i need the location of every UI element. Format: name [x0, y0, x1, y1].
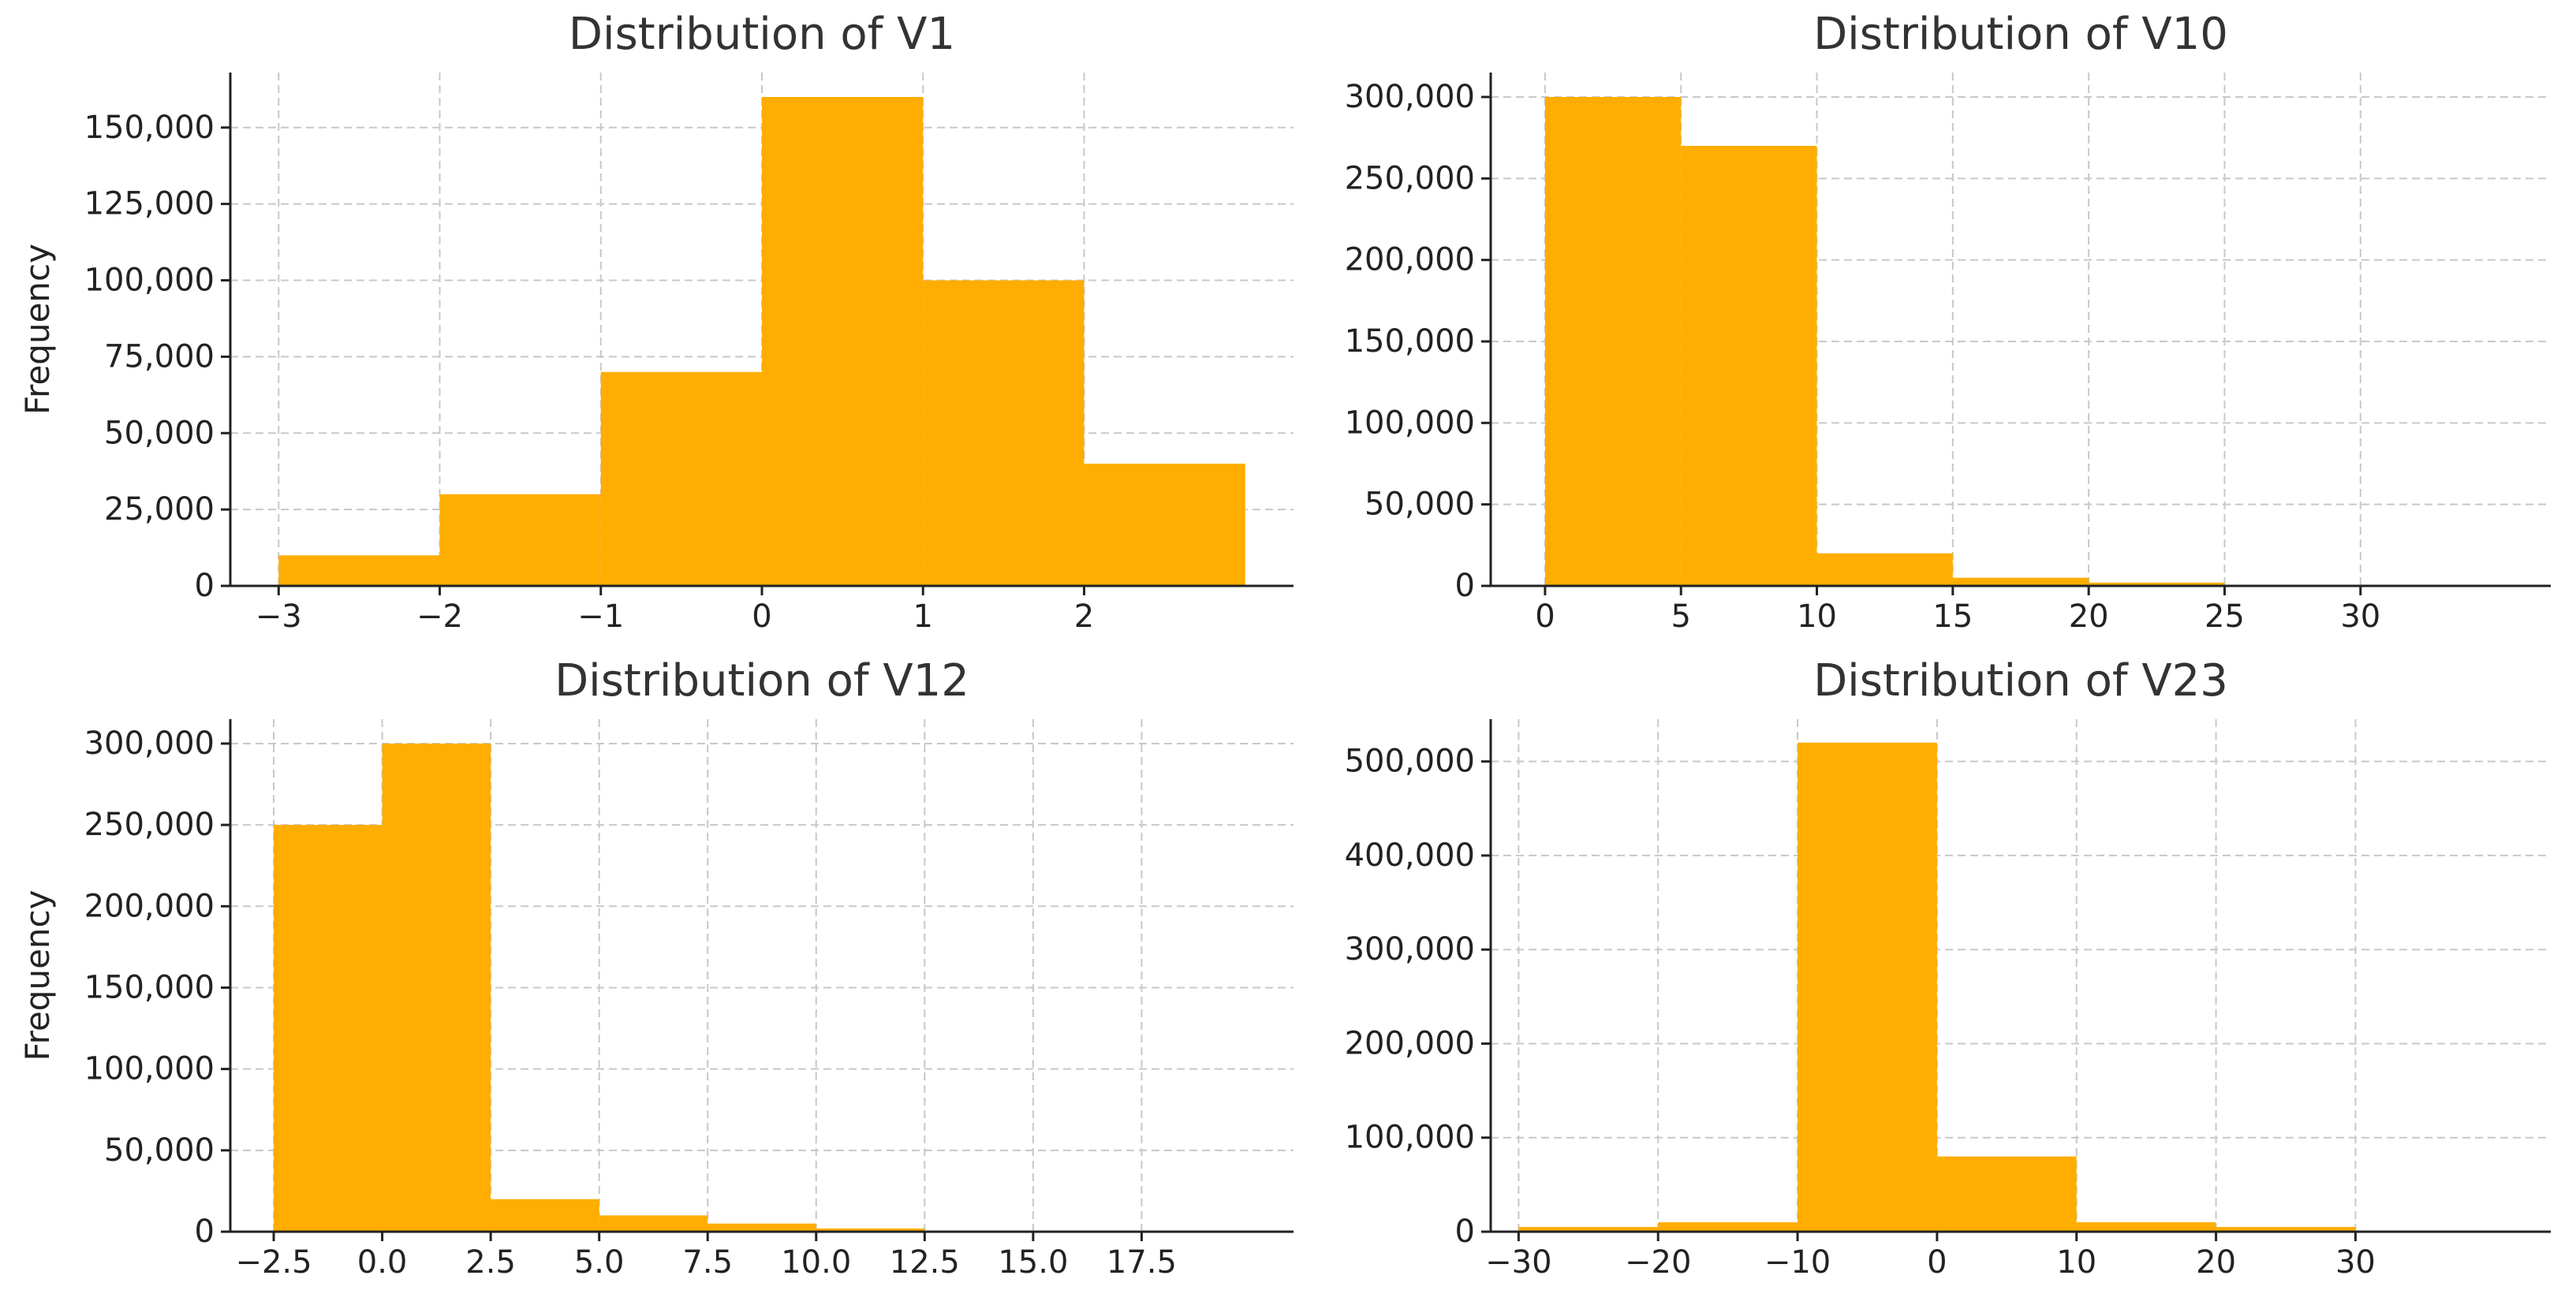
x-tick-label-6: 30: [2335, 1244, 2376, 1281]
chart-title: Distribution of V12: [554, 655, 969, 707]
histogram-bar-4: [923, 280, 1085, 586]
y-tick-label-1: 100,000: [1345, 1120, 1475, 1156]
x-tick-label-0: −3: [256, 599, 302, 635]
histogram-bar-1: [1681, 146, 1817, 586]
x-tick-label-3: 5.0: [574, 1244, 625, 1281]
y-tick-label-3: 300,000: [1345, 931, 1475, 968]
histogram-bar-2: [491, 1199, 599, 1232]
histogram-bar-0: [1544, 97, 1682, 586]
chart-panel-1: 0 25,000 50,000 75,000 100,000 125,000 150,000…: [18, 9, 1294, 635]
x-tick-label-2: 2.5: [465, 1244, 516, 1281]
histogram-bar-5: [1084, 464, 1245, 586]
y-tick-label-6: 300,000: [84, 725, 215, 762]
x-tick-label-0: 0: [1535, 599, 1555, 635]
histogram-bar-2: [600, 371, 762, 586]
y-tick-label-6: 300,000: [1345, 79, 1475, 115]
y-tick-label-3: 75,000: [104, 338, 215, 375]
histogram-bar-3: [599, 1215, 708, 1232]
chart-panel-4: 0 100,000 200,000 300,000 400,000 500,000 −30 −…: [1345, 655, 2551, 1281]
x-tick-label-5: 20: [2196, 1244, 2236, 1281]
x-tick-label-0: −2.5: [235, 1244, 312, 1281]
histogram-bar-3: [762, 97, 924, 586]
x-tick-label-1: 5: [1671, 599, 1691, 635]
y-tick-label-4: 200,000: [84, 888, 215, 924]
y-axis-label: Frequency: [18, 890, 57, 1061]
y-tick-label-0: 0: [1455, 1214, 1475, 1250]
chart-title: Distribution of V1: [569, 9, 955, 60]
x-tick-label-1: −2: [416, 599, 463, 635]
histogram-bar-5: [816, 1228, 925, 1232]
histogram-bar-1: [439, 494, 601, 586]
histogram-bar-2: [1798, 742, 1937, 1232]
x-tick-label-5: 2: [1074, 599, 1094, 635]
histogram-bar-4: [2076, 1222, 2216, 1232]
y-tick-label-3: 150,000: [84, 969, 215, 1005]
y-tick-label-3: 150,000: [1345, 323, 1475, 360]
y-tick-label-5: 125,000: [84, 186, 215, 222]
y-axis-label: Frequency: [18, 244, 57, 415]
x-tick-label-5: 10.0: [781, 1244, 851, 1281]
histogram-bar-4: [2089, 582, 2225, 586]
histogram-bar-5: [2216, 1227, 2356, 1232]
y-tick-label-2: 200,000: [1345, 1025, 1475, 1061]
histogram-bar-0: [278, 555, 440, 586]
chart-title: Distribution of V23: [1813, 655, 2228, 707]
x-tick-label-4: 10: [2056, 1244, 2096, 1281]
x-tick-label-2: −1: [577, 599, 624, 635]
histogram-bar-1: [382, 743, 491, 1232]
x-tick-label-3: 15: [1932, 599, 1973, 635]
x-tick-label-3: 0: [1927, 1244, 1947, 1281]
y-tick-label-5: 250,000: [84, 807, 215, 843]
y-tick-label-4: 400,000: [1345, 837, 1475, 874]
histogram-bar-1: [1658, 1222, 1798, 1232]
histogram-bar-3: [1952, 577, 2089, 586]
y-tick-label-4: 100,000: [84, 263, 215, 299]
x-tick-label-3: 0: [752, 599, 771, 635]
x-tick-label-2: −10: [1764, 1244, 1831, 1281]
y-tick-label-1: 25,000: [104, 491, 215, 528]
y-tick-label-6: 150,000: [84, 110, 215, 146]
y-tick-label-0: 0: [1455, 568, 1475, 604]
x-tick-label-1: −20: [1625, 1244, 1691, 1281]
y-tick-label-0: 0: [195, 1214, 215, 1250]
chart-panel-2: 0 50,000 100,000 150,000 200,000 250,000 300,0…: [1345, 9, 2551, 635]
x-tick-label-7: 15.0: [998, 1244, 1068, 1281]
x-tick-label-0: −30: [1485, 1244, 1551, 1281]
x-tick-label-4: 20: [2069, 599, 2109, 635]
y-tick-label-2: 50,000: [104, 415, 215, 451]
y-tick-label-0: 0: [195, 568, 215, 604]
histogram-bar-3: [1936, 1156, 2077, 1232]
y-tick-label-5: 250,000: [1345, 160, 1475, 196]
x-tick-label-6: 12.5: [890, 1244, 960, 1281]
chart-title: Distribution of V10: [1813, 9, 2228, 60]
chart-panel-3: 0 50,000 100,000 150,000 200,000 250,000 300,0…: [18, 655, 1294, 1281]
histogram-bar-0: [1518, 1227, 1659, 1232]
y-tick-label-1: 50,000: [1365, 487, 1475, 523]
histogram-bar-4: [707, 1223, 816, 1232]
y-tick-label-5: 500,000: [1345, 744, 1475, 780]
histogram-bar-0: [274, 825, 383, 1232]
y-tick-label-2: 100,000: [1345, 405, 1475, 441]
x-tick-label-4: 1: [913, 599, 933, 635]
x-tick-label-8: 17.5: [1107, 1244, 1177, 1281]
x-tick-label-6: 30: [2340, 599, 2380, 635]
y-tick-label-1: 50,000: [104, 1132, 215, 1169]
x-tick-label-1: 0.0: [357, 1244, 408, 1281]
histogram-bar-2: [1816, 553, 1953, 586]
x-tick-label-5: 25: [2205, 599, 2245, 635]
x-tick-label-4: 7.5: [682, 1244, 733, 1281]
y-tick-label-2: 100,000: [84, 1051, 215, 1087]
y-tick-label-4: 200,000: [1345, 242, 1475, 278]
x-tick-label-2: 10: [1797, 599, 1837, 635]
